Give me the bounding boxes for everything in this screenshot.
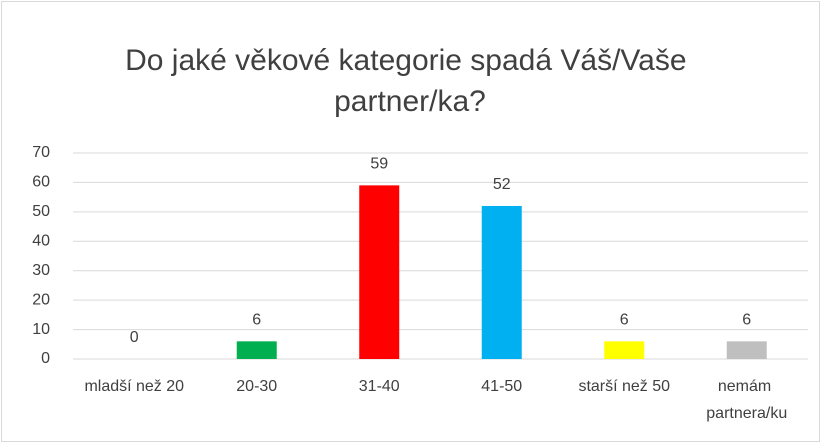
data-label: 0 [130,329,139,346]
bar [359,185,400,359]
x-tick-label: 31-40 [359,378,400,395]
chart-title: Do jaké věkové kategorie spadá Váš/Vaše … [125,44,695,118]
x-tick-label: nemám partnera/ku [706,378,787,422]
bar [604,341,645,359]
y-tick-label: 0 [41,350,50,367]
x-tick-label: 20-30 [236,378,277,395]
y-tick-label: 40 [32,233,50,250]
y-tick-label: 60 [32,174,50,191]
x-tick-label: 41-50 [481,378,522,395]
y-tick-label: 10 [32,321,50,338]
bar [726,341,767,359]
x-tick-label: mladší než 20 [84,378,184,395]
data-label: 59 [370,156,388,173]
data-label: 6 [620,312,629,329]
y-tick-label: 20 [32,291,50,308]
y-tick-label: 50 [32,203,50,220]
bar [481,205,522,359]
data-label: 52 [493,176,511,193]
x-tick-label: starší než 50 [578,378,670,395]
y-tick-label: 30 [32,262,50,279]
y-tick-label: 70 [32,144,50,161]
data-label: 6 [742,312,751,329]
data-label: 6 [252,312,261,329]
bar [236,341,277,359]
